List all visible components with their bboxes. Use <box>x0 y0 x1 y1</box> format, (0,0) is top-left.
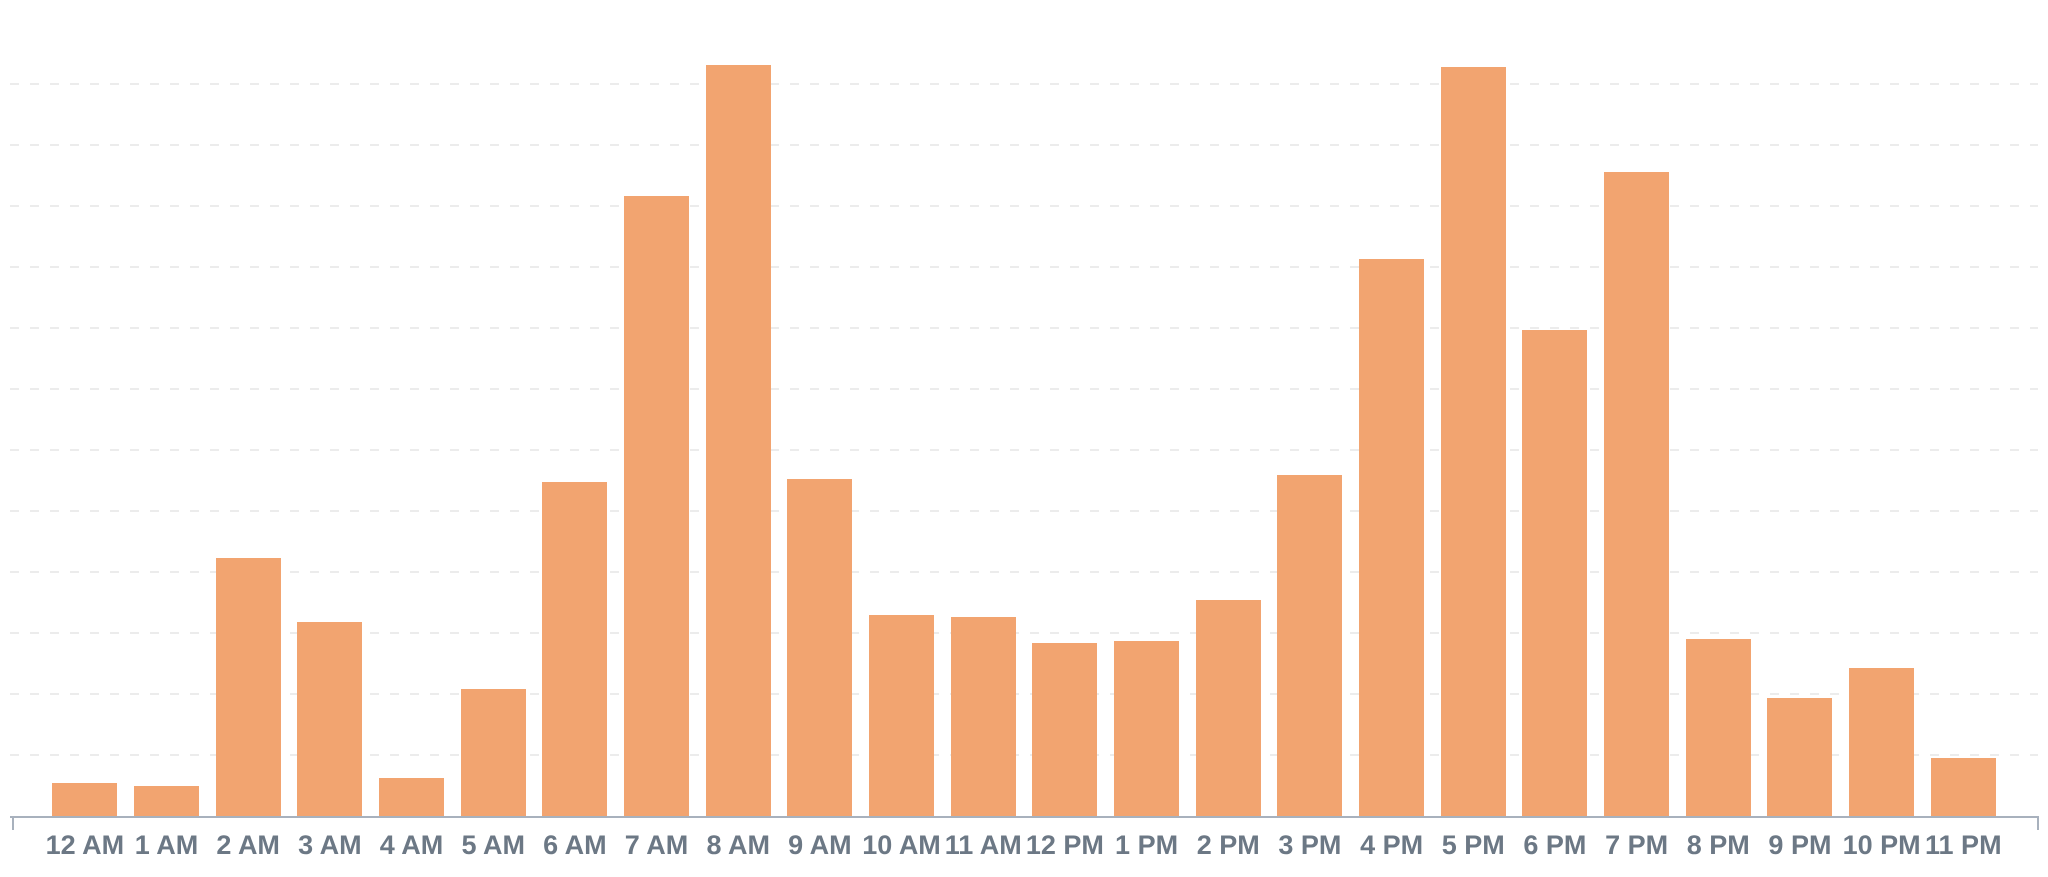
bar-slot-3-pm <box>1269 0 1351 816</box>
x-tick-label-6-pm: 6 PM <box>1523 830 1587 860</box>
bar-slot-1-pm <box>1106 0 1188 816</box>
bar-7-pm[interactable] <box>1604 171 1670 816</box>
bar-slot-4-pm <box>1351 0 1433 816</box>
x-tick-label-5-am: 5 AM <box>461 830 525 860</box>
gridline-1 <box>10 754 2038 756</box>
bar-5-pm[interactable] <box>1440 66 1506 816</box>
x-tick-label-5-pm: 5 PM <box>1441 830 1505 860</box>
bar-slot-9-pm <box>1759 0 1841 816</box>
x-axis-line <box>10 816 2038 818</box>
gridline-11 <box>10 144 2038 146</box>
x-tick-label-8-am: 8 AM <box>706 830 770 860</box>
bar-7-am[interactable] <box>624 196 690 816</box>
bar-slot-11-am <box>942 0 1024 816</box>
gridline-12 <box>10 83 2038 85</box>
bar-slot-2-am <box>207 0 289 816</box>
x-tick-label-3-am: 3 AM <box>298 830 362 860</box>
bar-1-pm[interactable] <box>1114 640 1180 816</box>
bar-slot-12-pm <box>1024 0 1106 816</box>
x-tick-label-6-am: 6 AM <box>543 830 607 860</box>
bar-4-pm[interactable] <box>1359 259 1425 816</box>
bar-slot-8-pm <box>1677 0 1759 816</box>
bar-2-am[interactable] <box>215 558 281 816</box>
bar-6-pm[interactable] <box>1522 329 1588 816</box>
x-tick-label-12-pm: 12 PM <box>1025 830 1104 860</box>
x-tick-label-2-pm: 2 PM <box>1196 830 1260 860</box>
x-tick-label-12-am: 12 AM <box>45 830 125 860</box>
x-tick-label-10-am: 10 AM <box>862 830 941 860</box>
x-tick-label-7-am: 7 AM <box>624 830 689 860</box>
bar-11-pm[interactable] <box>1930 758 1996 816</box>
x-axis-labels: 12 AM 1 AM 2 AM 3 AM 4 AM 5 AM 6 AM 7 AM 8 AM 9 A… <box>44 829 2004 861</box>
bars-row <box>44 0 2004 816</box>
bar-3-pm[interactable] <box>1277 475 1343 816</box>
bar-12-pm[interactable] <box>1032 642 1098 816</box>
bar-5-am[interactable] <box>460 689 526 816</box>
gridline-5 <box>10 510 2038 512</box>
bar-9-pm[interactable] <box>1767 698 1833 816</box>
bar-slot-6-pm <box>1514 0 1596 816</box>
bar-2-pm[interactable] <box>1195 600 1261 816</box>
bar-8-am[interactable] <box>705 65 771 816</box>
bar-6-am[interactable] <box>542 481 608 816</box>
bar-1-am[interactable] <box>134 786 199 816</box>
bar-10-am[interactable] <box>869 614 935 816</box>
bar-slot-8-am <box>697 0 779 816</box>
bar-slot-5-pm <box>1432 0 1514 816</box>
bar-11-am[interactable] <box>950 617 1016 816</box>
gridline-4 <box>10 571 2038 573</box>
bar-slot-3-am <box>289 0 371 816</box>
gridline-7 <box>10 388 2038 390</box>
x-tick-label-7-pm: 7 PM <box>1605 830 1669 860</box>
bar-12-am[interactable] <box>52 783 118 816</box>
bar-slot-2-pm <box>1187 0 1269 816</box>
x-tick-label-1-pm: 1 PM <box>1115 830 1179 860</box>
bar-8-pm[interactable] <box>1685 639 1751 816</box>
bar-10-pm[interactable] <box>1849 667 1915 816</box>
bar-slot-4-am <box>371 0 453 816</box>
bar-slot-7-am <box>616 0 698 816</box>
bar-3-am[interactable] <box>297 622 363 816</box>
bar-slot-12-am <box>44 0 126 816</box>
bar-slot-7-pm <box>1596 0 1678 816</box>
bar-slot-9-am <box>779 0 861 816</box>
gridline-10 <box>10 205 2038 207</box>
bar-slot-6-am <box>534 0 616 816</box>
gridline-8 <box>10 327 2038 329</box>
bar-slot-5-am <box>452 0 534 816</box>
gridline-3 <box>10 632 2038 634</box>
bar-4-am[interactable] <box>379 778 445 816</box>
x-tick-label-9-am: 9 AM <box>788 830 852 860</box>
bar-slot-10-pm <box>1841 0 1923 816</box>
x-tick-label-10-pm: 10 PM <box>1842 830 1921 860</box>
x-tick-label-9-pm: 9 PM <box>1768 830 1832 860</box>
bar-slot-10-am <box>861 0 943 816</box>
bar-slot-11-pm <box>1922 0 2004 816</box>
x-tick-label-8-pm: 8 PM <box>1686 830 1750 860</box>
gridline-6 <box>10 449 2038 451</box>
x-axis-start-tick <box>12 816 14 830</box>
x-tick-label-4-pm: 4 PM <box>1360 830 1424 860</box>
x-tick-label-11-pm: 11 PM <box>1925 830 2002 860</box>
x-axis-end-tick <box>2037 816 2039 830</box>
x-tick-label-4-am: 4 AM <box>379 830 444 860</box>
gridline-9 <box>10 266 2038 268</box>
x-tick-label-3-pm: 3 PM <box>1278 830 1342 860</box>
x-tick-label-11-am: 11 AM <box>944 830 1022 860</box>
x-tick-label-1-am: 1 AM <box>134 830 199 860</box>
bar-slot-1-am <box>126 0 208 816</box>
gridline-2 <box>10 693 2038 695</box>
bar-9-am[interactable] <box>787 479 853 816</box>
x-tick-label-2-am: 2 AM <box>216 830 280 860</box>
